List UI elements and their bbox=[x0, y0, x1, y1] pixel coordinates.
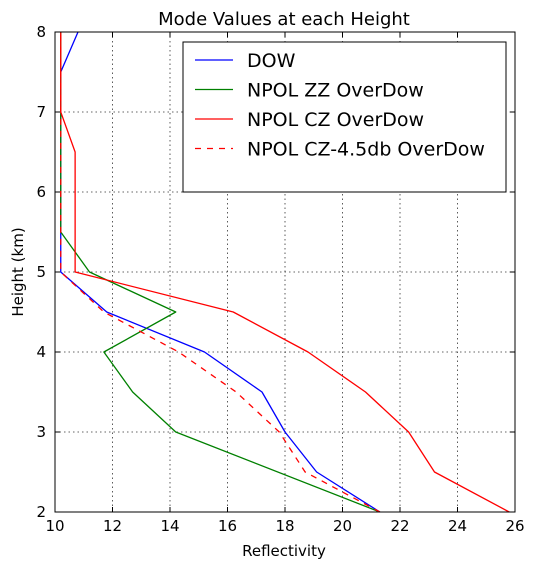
legend-label: NPOL CZ OverDow bbox=[247, 109, 424, 131]
y-tick-label: 2 bbox=[36, 503, 46, 521]
legend-box bbox=[182, 41, 507, 193]
x-tick-label: 12 bbox=[103, 517, 122, 535]
series-layer bbox=[60, 31, 510, 513]
x-tick-label: 18 bbox=[275, 517, 294, 535]
legend: DOW NPOL ZZ OverDow NPOL CZ OverDow NPOL CZ… bbox=[182, 41, 507, 193]
y-axis-label: Height (km) bbox=[9, 227, 27, 316]
y-tick-label: 6 bbox=[36, 183, 46, 201]
x-tick-label: 26 bbox=[505, 517, 524, 535]
y-tick-label: 3 bbox=[36, 423, 46, 441]
x-axis-label: Reflectivity bbox=[242, 542, 326, 560]
x-tick-label: 20 bbox=[333, 517, 352, 535]
x-tick-label: 10 bbox=[45, 517, 64, 535]
x-tick-label: 22 bbox=[390, 517, 409, 535]
ticks: 10 12 14 16 18 20 22 24 26 2 3 4 5 6 7 8 bbox=[36, 23, 524, 535]
y-tick-label: 5 bbox=[36, 263, 46, 281]
y-tick-label: 4 bbox=[36, 343, 46, 361]
x-tick-label: 14 bbox=[160, 517, 179, 535]
legend-label: NPOL ZZ OverDow bbox=[247, 80, 424, 102]
legend-label: DOW bbox=[247, 50, 296, 72]
y-tick-label: 7 bbox=[36, 103, 46, 121]
legend-label: NPOL CZ-4.5db OverDow bbox=[247, 139, 485, 161]
x-tick-label: 24 bbox=[448, 517, 467, 535]
y-tick-label: 8 bbox=[36, 23, 46, 41]
chart-title: Mode Values at each Height bbox=[158, 9, 410, 30]
series-line-4 bbox=[60, 32, 381, 513]
x-tick-label: 16 bbox=[218, 517, 237, 535]
